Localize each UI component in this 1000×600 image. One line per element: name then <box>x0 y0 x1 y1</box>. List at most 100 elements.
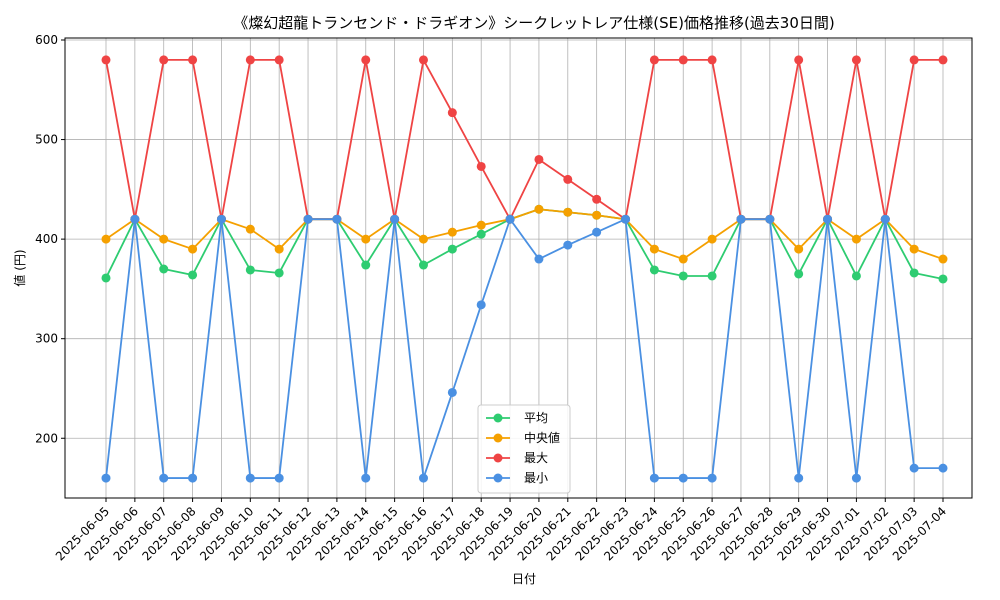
data-point <box>505 214 515 224</box>
data-point <box>563 240 573 250</box>
data-point <box>851 473 861 483</box>
data-point <box>476 161 486 171</box>
data-point <box>794 244 804 254</box>
data-point <box>707 234 717 244</box>
legend-marker <box>493 453 503 463</box>
legend-label: 最小 <box>524 471 548 485</box>
data-point <box>938 274 948 284</box>
data-point <box>332 214 342 224</box>
legend-label: 中央値 <box>524 430 560 445</box>
data-point <box>909 268 919 278</box>
y-tick-label: 500 <box>35 133 58 147</box>
series-line <box>105 218 943 479</box>
data-point <box>101 55 111 65</box>
legend-marker <box>493 473 503 483</box>
data-point <box>303 214 313 224</box>
data-point <box>188 270 198 280</box>
data-point <box>159 234 169 244</box>
data-point <box>794 55 804 65</box>
data-point <box>447 108 457 118</box>
data-point <box>649 244 659 254</box>
data-point <box>851 55 861 65</box>
data-point <box>447 227 457 237</box>
y-tick-label: 200 <box>35 431 58 445</box>
data-point <box>621 214 631 224</box>
y-tick-label: 400 <box>35 232 58 246</box>
data-point <box>909 55 919 65</box>
data-point <box>534 204 544 214</box>
legend-marker <box>493 433 503 443</box>
data-point <box>649 55 659 65</box>
data-point <box>418 234 428 244</box>
data-point <box>563 174 573 184</box>
data-point <box>361 55 371 65</box>
data-point <box>188 55 198 65</box>
series-line <box>105 59 943 221</box>
data-point <box>851 234 861 244</box>
data-point <box>678 254 688 264</box>
data-point <box>101 273 111 283</box>
data-point <box>678 55 688 65</box>
data-point <box>649 473 659 483</box>
data-point <box>938 254 948 264</box>
data-point <box>534 254 544 264</box>
data-point <box>418 473 428 483</box>
data-point <box>909 463 919 473</box>
data-point <box>592 210 602 220</box>
data-point <box>476 300 486 310</box>
data-point <box>794 269 804 279</box>
data-point <box>418 260 428 270</box>
data-point <box>823 214 833 224</box>
series-layer <box>101 55 948 483</box>
data-point <box>678 271 688 281</box>
plot-frame <box>64 37 973 499</box>
data-point <box>188 244 198 254</box>
data-point <box>274 244 284 254</box>
data-point <box>188 473 198 483</box>
data-point <box>592 227 602 237</box>
data-point <box>938 463 948 473</box>
data-point <box>592 194 602 204</box>
data-point <box>765 214 775 224</box>
data-point <box>707 473 717 483</box>
data-point <box>851 271 861 281</box>
series-line <box>105 208 944 260</box>
data-point <box>909 244 919 254</box>
data-point <box>880 214 890 224</box>
data-point <box>707 271 717 281</box>
data-point <box>476 220 486 230</box>
data-point <box>101 473 111 483</box>
y-axis-label: 値 (円) <box>12 249 27 286</box>
data-point <box>794 473 804 483</box>
data-point <box>274 55 284 65</box>
data-point <box>245 265 255 275</box>
data-point <box>159 473 169 483</box>
y-tick-label: 600 <box>35 33 58 47</box>
series-line <box>105 208 944 280</box>
data-point <box>534 154 544 164</box>
data-point <box>390 214 400 224</box>
data-point <box>216 214 226 224</box>
data-point <box>101 234 111 244</box>
data-point <box>245 55 255 65</box>
data-point <box>938 55 948 65</box>
y-tick-label: 300 <box>35 332 58 346</box>
data-point <box>274 473 284 483</box>
data-point <box>678 473 688 483</box>
data-point <box>274 268 284 278</box>
series-0 <box>101 204 948 284</box>
legend-label: 平均 <box>524 411 548 425</box>
x-axis-label: 日付 <box>512 572 536 586</box>
data-point <box>447 387 457 397</box>
data-point <box>159 55 169 65</box>
legend-label: 最大 <box>524 451 548 465</box>
data-point <box>649 265 659 275</box>
data-point <box>245 224 255 234</box>
data-point <box>447 244 457 254</box>
data-point <box>361 234 371 244</box>
data-point <box>736 214 746 224</box>
chart-title: 《燦幻超龍トランセンド・ドラギオン》シークレットレア仕様(SE)価格推移(過去3… <box>233 14 835 32</box>
